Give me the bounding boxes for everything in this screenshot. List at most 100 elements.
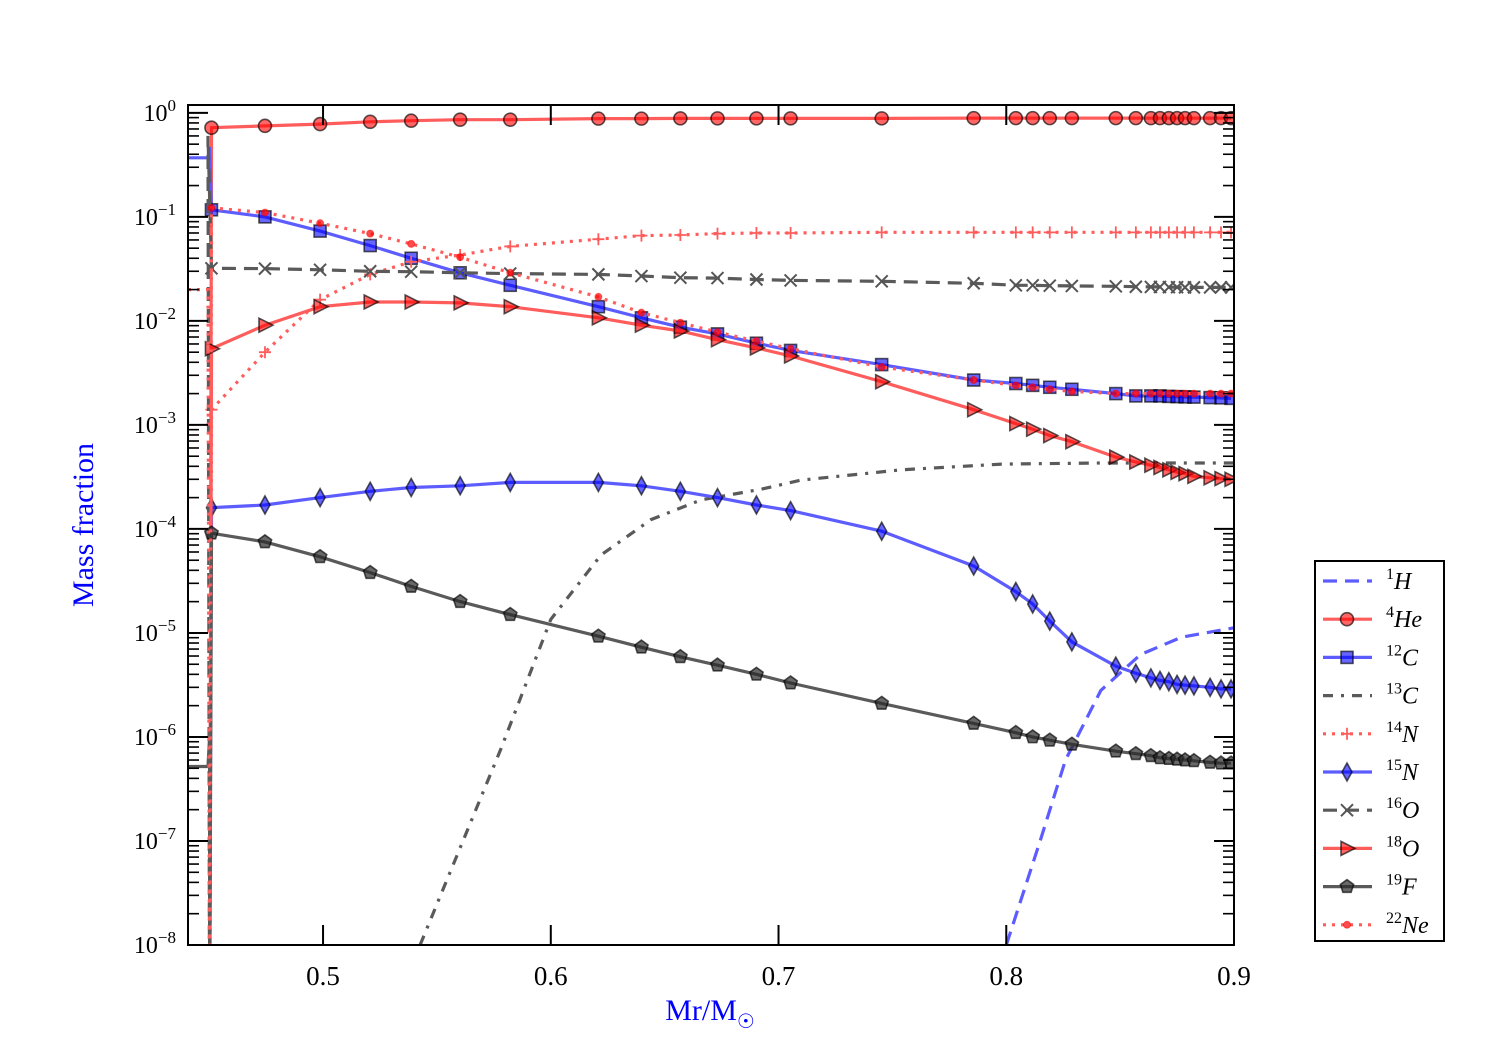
data-point-22Ne bbox=[637, 308, 646, 317]
data-point-15N bbox=[1162, 671, 1175, 693]
data-point-18O bbox=[591, 309, 609, 327]
data-point-22Ne bbox=[1067, 387, 1076, 396]
data-point-15N bbox=[454, 475, 467, 497]
data-point-4He bbox=[1008, 110, 1024, 126]
legend-label: 1H bbox=[1386, 566, 1413, 595]
data-point-18O bbox=[1203, 469, 1220, 487]
data-point-18O bbox=[710, 331, 728, 348]
data-point-19F bbox=[1108, 743, 1124, 758]
legend-label: 19F bbox=[1386, 872, 1417, 901]
legend-item-4He: 4He bbox=[1323, 604, 1422, 633]
data-point-16O bbox=[591, 267, 606, 282]
data-point-4He bbox=[452, 112, 468, 127]
data-point-19F bbox=[709, 657, 726, 672]
data-point-14N bbox=[592, 233, 605, 246]
legend-label: 13C bbox=[1386, 681, 1419, 710]
y-axis-label: Mass fraction bbox=[67, 443, 100, 607]
data-point-22Ne bbox=[366, 229, 375, 238]
series-line-16O bbox=[206, 135, 1231, 945]
legend-item-13C: 13C bbox=[1323, 681, 1419, 710]
sun-symbol: ☉ bbox=[737, 1009, 755, 1033]
data-point-18O bbox=[966, 401, 984, 419]
series-line-19F bbox=[188, 531, 1231, 945]
data-point-16O bbox=[634, 269, 649, 283]
data-point-16O bbox=[1203, 280, 1217, 295]
data-point-15N bbox=[504, 471, 517, 494]
data-point-4He bbox=[403, 113, 419, 129]
data-point-14N bbox=[1043, 226, 1056, 239]
data-point-16O bbox=[453, 266, 467, 280]
y-tick-label: 10−8 bbox=[134, 928, 176, 959]
data-point-18O bbox=[1025, 420, 1043, 438]
data-point-19F bbox=[1128, 745, 1144, 761]
data-point-18O bbox=[1109, 448, 1126, 466]
legend: 1H 4He 12C 13C 14N 15N 16O 18O 19F 22Ne bbox=[1314, 560, 1445, 942]
data-point-12C bbox=[363, 238, 377, 253]
data-point-22Ne bbox=[407, 239, 416, 248]
data-point-19F bbox=[403, 578, 419, 593]
data-point-15N bbox=[967, 555, 980, 577]
data-point-18O bbox=[1170, 464, 1187, 481]
data-point-16O bbox=[1043, 278, 1057, 293]
data-point-22Ne bbox=[260, 208, 269, 217]
plot-frame bbox=[187, 104, 1235, 946]
data-point-15N bbox=[1144, 667, 1157, 689]
series-line-4He bbox=[208, 116, 1231, 945]
series-line-18O bbox=[208, 300, 1232, 945]
data-point-4He bbox=[966, 110, 981, 126]
series-13C bbox=[418, 461, 1234, 945]
data-point-14N bbox=[875, 226, 888, 239]
data-point-18O bbox=[1153, 459, 1170, 476]
data-point-15N bbox=[1009, 580, 1022, 603]
series-line-15N bbox=[208, 480, 1231, 945]
data-point-4He bbox=[362, 114, 378, 130]
data-point-18O bbox=[313, 298, 330, 315]
data-point-14N bbox=[1009, 226, 1022, 239]
data-point-4He bbox=[1042, 110, 1058, 126]
data-point-15N bbox=[784, 499, 797, 522]
data-point-19F bbox=[874, 695, 890, 710]
legend-marker bbox=[1339, 878, 1355, 894]
data-point-15N bbox=[592, 471, 605, 494]
legend-label: 15N bbox=[1386, 757, 1420, 786]
data-point-19F bbox=[633, 639, 650, 654]
data-point-15N bbox=[1065, 631, 1078, 653]
data-point-14N bbox=[1109, 226, 1122, 239]
data-point-18O bbox=[1009, 415, 1026, 432]
data-point-19F bbox=[590, 628, 606, 643]
series-line-12C bbox=[188, 146, 1232, 400]
data-point-15N bbox=[711, 486, 724, 509]
legend-item-18O: 18O bbox=[1323, 833, 1419, 862]
data-point-22Ne bbox=[786, 344, 795, 353]
data-point-19F bbox=[966, 715, 982, 730]
x-tick-label: 0.9 bbox=[1217, 961, 1251, 991]
y-tick-label: 10−5 bbox=[134, 616, 176, 647]
data-point-15N bbox=[1043, 610, 1056, 632]
data-point-14N bbox=[784, 226, 797, 239]
data-point-16O bbox=[1187, 280, 1201, 295]
data-point-4He bbox=[1128, 110, 1144, 126]
data-point-4He bbox=[1108, 110, 1124, 126]
data-point-14N bbox=[711, 227, 724, 240]
data-point-16O bbox=[1025, 278, 1040, 292]
data-point-14N bbox=[674, 228, 687, 241]
data-point-15N bbox=[1171, 673, 1183, 696]
legend-box bbox=[1314, 560, 1445, 942]
series-1H bbox=[1004, 626, 1234, 945]
data-point-16O bbox=[1009, 278, 1023, 292]
data-point-4He bbox=[710, 111, 725, 126]
series-14N bbox=[205, 226, 1234, 945]
data-point-15N bbox=[1026, 593, 1039, 615]
y-tick-label: 10−4 bbox=[134, 512, 177, 543]
data-point-19F bbox=[1186, 752, 1202, 768]
data-point-4He bbox=[749, 111, 764, 126]
data-point-19F bbox=[362, 564, 378, 580]
data-point-14N bbox=[405, 255, 418, 268]
series-22Ne bbox=[188, 203, 1234, 945]
series-line-1H bbox=[1004, 626, 1234, 945]
x-tick-label: 0.7 bbox=[762, 961, 796, 991]
data-point-18O bbox=[1187, 468, 1204, 485]
data-point-15N bbox=[875, 520, 888, 542]
legend-label: 18O bbox=[1386, 833, 1419, 862]
